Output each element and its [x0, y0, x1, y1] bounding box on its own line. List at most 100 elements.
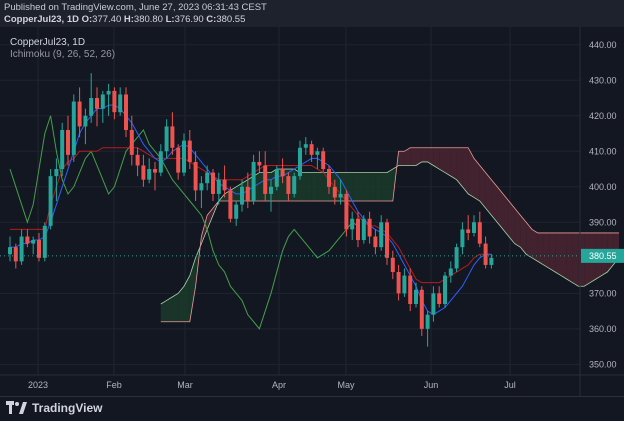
candle-body — [257, 161, 262, 166]
brand-name: TradingView — [32, 401, 103, 415]
candle-body — [129, 129, 134, 155]
candle-body — [8, 247, 12, 255]
candle-body — [344, 193, 349, 230]
time-tick-label: May — [337, 380, 355, 390]
published-info: Published on TradingView.com, June 27, 2… — [4, 2, 267, 13]
candle-body — [425, 314, 430, 329]
candle-body — [48, 176, 53, 226]
leading-span-a-line — [160, 161, 620, 305]
candle-body — [489, 257, 494, 265]
time-tick-label: Jun — [424, 380, 439, 390]
conversion-line — [10, 104, 492, 316]
candle-body — [367, 218, 372, 237]
price-tick-label: 370.00 — [589, 288, 617, 298]
base-line — [10, 147, 492, 284]
candle-body — [408, 275, 413, 304]
kumo-cloud-segment — [404, 147, 411, 166]
candle-body — [19, 236, 24, 262]
kumo-cloud-segment — [433, 147, 440, 170]
footer-bar — [0, 396, 624, 421]
kumo-cloud-segment — [201, 215, 208, 244]
candle-body — [292, 176, 297, 194]
candle-body — [216, 179, 221, 194]
candle-body — [176, 147, 181, 173]
candle-body — [309, 144, 314, 155]
candle-body — [205, 172, 210, 184]
kumo-cloud-segment — [410, 147, 416, 166]
last-price-label: 380.55 — [589, 251, 617, 261]
candle-body — [141, 165, 146, 180]
candle-body — [158, 151, 163, 173]
candle-body — [193, 161, 198, 191]
candle-body — [187, 140, 192, 162]
candle-body — [280, 169, 285, 177]
candle-body — [483, 243, 488, 265]
candle-body — [100, 94, 105, 109]
close-label: C: — [206, 14, 217, 25]
price-tick-label: 430.00 — [589, 75, 617, 85]
kumo-cloud-segment — [166, 296, 173, 322]
kumo-cloud-segment — [160, 300, 167, 322]
symbol-label: CopperJul23, 1D — [4, 14, 79, 25]
kumo-cloud-segment — [456, 147, 463, 187]
candle-body — [385, 222, 389, 258]
candle-body — [182, 140, 186, 173]
time-tick-label: Feb — [106, 380, 122, 390]
tradingview-logo-icon — [6, 401, 27, 414]
kumo-cloud-segment — [497, 186, 503, 230]
high-value: 380.80 — [133, 14, 163, 25]
candle-body — [356, 218, 360, 241]
publish-header: Published on TradingView.com, June 27, 2… — [0, 0, 624, 27]
indicator-legend[interactable]: Ichimoku (9, 26, 52, 26) — [10, 49, 116, 60]
chart-legend-symbol[interactable]: CopperJul23, 1D — [10, 37, 86, 48]
candle-body — [332, 186, 337, 198]
candle-body — [286, 176, 291, 194]
kumo-cloud-segment — [526, 222, 532, 258]
kumo-cloud-segment — [555, 232, 561, 276]
candle-body — [66, 129, 70, 155]
candle-body — [454, 247, 459, 269]
candle-body — [466, 229, 471, 233]
candle-body — [419, 289, 424, 329]
kumo-cloud-segment — [566, 232, 573, 283]
candle-body — [437, 293, 442, 304]
candle-body — [37, 240, 41, 258]
close-value: 380.55 — [216, 14, 246, 25]
candle-body — [303, 144, 308, 148]
last-price-badge — [581, 248, 624, 263]
candle-body — [71, 101, 76, 155]
kumo-cloud-segment — [184, 275, 190, 322]
leading-span-b-line — [160, 147, 619, 323]
kumo-cloud-segment — [543, 232, 550, 269]
candle-body — [199, 183, 204, 191]
kumo-cloud-segment — [421, 147, 428, 162]
price-tick-label: 390.00 — [589, 217, 617, 227]
candle-body — [164, 126, 169, 152]
chart-area[interactable]: 440.00 430.00 420.00 410.00 400.00 390.00 370.… — [0, 27, 624, 397]
kumo-cloud-segment — [311, 172, 318, 201]
kumo-cloud-segment — [189, 257, 196, 322]
candle-body — [60, 129, 65, 170]
price-tick-label: 440.00 — [589, 40, 617, 50]
kumo-cloud-segment — [532, 229, 538, 262]
lagging-span-line — [9, 115, 359, 330]
candle-body — [54, 169, 59, 177]
candle-body — [42, 225, 47, 258]
kumo-cloud-segment — [485, 172, 492, 216]
candle-body — [321, 151, 326, 170]
chart-canvas[interactable]: 440.00 430.00 420.00 410.00 400.00 390.00 370.… — [0, 27, 624, 397]
kumo-cloud-segment — [387, 169, 393, 201]
tradingview-logo[interactable]: TradingView — [6, 401, 102, 415]
low-label: L: — [165, 14, 175, 25]
kumo-cloud-segment — [300, 172, 306, 201]
kumo-cloud-segment — [398, 151, 405, 166]
candle-body — [448, 268, 453, 276]
candle-body — [361, 218, 366, 241]
candle-body — [228, 190, 233, 219]
candle-body — [315, 151, 320, 155]
kumo-cloud-segment — [450, 147, 457, 180]
candle-body — [77, 101, 82, 127]
kumo-cloud-segment — [508, 201, 515, 244]
price-tick-label: 350.00 — [589, 359, 617, 369]
kumo-cloud-segment — [520, 215, 527, 255]
